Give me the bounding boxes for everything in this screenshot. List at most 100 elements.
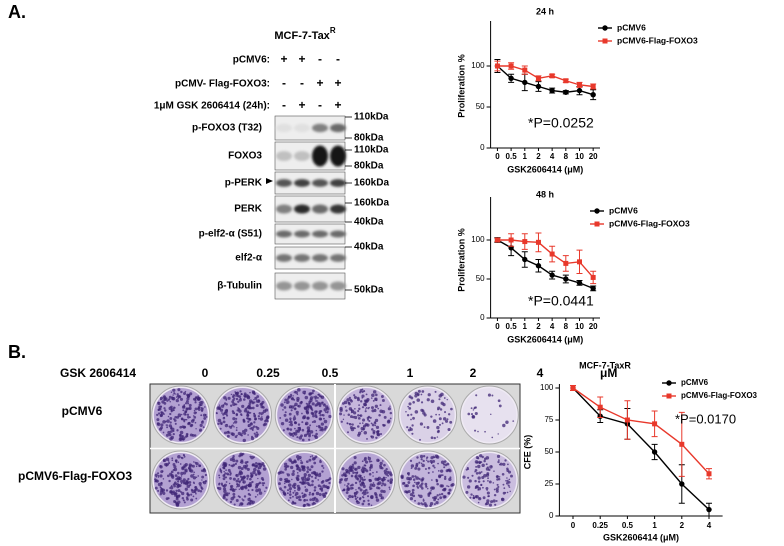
colony xyxy=(289,496,292,499)
colony xyxy=(368,406,370,409)
colony xyxy=(247,492,251,496)
colony xyxy=(223,485,226,488)
colony xyxy=(167,461,171,465)
colony xyxy=(467,476,470,479)
colony xyxy=(507,470,512,474)
colony xyxy=(292,395,294,397)
colony xyxy=(218,487,222,491)
colony xyxy=(430,489,432,492)
colony xyxy=(184,468,188,472)
colony xyxy=(203,417,207,420)
colony xyxy=(234,391,239,396)
colony xyxy=(408,476,413,481)
colony xyxy=(311,480,314,483)
colony xyxy=(342,402,345,405)
colony xyxy=(284,462,288,466)
colony xyxy=(361,495,364,498)
colony xyxy=(447,427,451,432)
dose-label: 2 xyxy=(470,366,477,380)
blot-label: p-FOXO3 (T32) xyxy=(192,123,262,134)
colony xyxy=(321,464,324,468)
colony xyxy=(287,499,290,502)
colony xyxy=(419,494,423,499)
colony xyxy=(349,398,352,402)
colony xyxy=(173,500,177,503)
colony xyxy=(291,478,293,481)
data-point xyxy=(570,385,576,391)
colony xyxy=(412,400,415,404)
colony xyxy=(440,460,445,465)
blot-band xyxy=(330,281,346,291)
colony xyxy=(410,464,415,468)
colony xyxy=(230,425,233,428)
colony xyxy=(348,396,352,399)
colony xyxy=(486,491,490,495)
colony xyxy=(290,460,293,463)
colony xyxy=(237,480,240,483)
colony xyxy=(194,486,198,489)
colony xyxy=(176,480,180,483)
colony xyxy=(193,416,197,419)
colony xyxy=(201,475,205,479)
colony xyxy=(381,467,384,470)
colony xyxy=(320,428,324,432)
colony xyxy=(488,480,492,484)
colony xyxy=(175,497,179,501)
treatment-mark: - xyxy=(318,98,322,112)
colony xyxy=(166,426,169,429)
blot-band xyxy=(294,230,310,238)
colony xyxy=(313,489,316,492)
marker-label: 40kDa xyxy=(354,217,384,228)
colony xyxy=(154,473,158,477)
colony xyxy=(297,423,301,426)
colony xyxy=(308,458,312,462)
colony xyxy=(354,474,358,478)
colony xyxy=(345,491,349,494)
colony xyxy=(367,502,371,506)
data-point xyxy=(563,260,569,266)
colony xyxy=(163,402,167,405)
colony xyxy=(325,492,327,495)
colony xyxy=(168,479,171,483)
data-point xyxy=(706,506,712,513)
colony xyxy=(262,484,265,487)
colony xyxy=(294,421,298,425)
colony xyxy=(411,432,414,435)
colony xyxy=(254,473,258,476)
colony xyxy=(474,479,477,483)
blot-band xyxy=(294,281,310,291)
colony xyxy=(235,429,238,432)
colony xyxy=(180,413,183,416)
colony xyxy=(306,477,311,481)
colony xyxy=(361,491,365,495)
colony xyxy=(363,402,367,407)
colony xyxy=(357,486,361,490)
colony xyxy=(234,462,238,465)
colony xyxy=(187,493,191,497)
marker-label: 80kDa xyxy=(354,161,384,172)
colony xyxy=(278,471,281,474)
colony xyxy=(278,482,281,486)
colony xyxy=(284,411,287,414)
colony xyxy=(174,407,176,409)
colony xyxy=(257,415,260,418)
colony xyxy=(491,436,494,439)
colony xyxy=(443,495,447,499)
colony xyxy=(312,389,315,393)
colony xyxy=(321,488,323,490)
colony xyxy=(430,462,433,465)
colony xyxy=(375,471,378,473)
colony xyxy=(495,489,499,493)
colony xyxy=(435,480,439,483)
colony xyxy=(201,420,204,423)
colony xyxy=(176,471,180,475)
colony xyxy=(280,489,282,491)
colony xyxy=(243,431,247,435)
colony xyxy=(427,492,430,496)
colony xyxy=(200,400,202,403)
blot-band xyxy=(312,204,328,214)
colony xyxy=(437,406,441,410)
blot-band xyxy=(276,230,292,238)
blot-label: p-PERK xyxy=(225,178,263,189)
colony xyxy=(422,459,425,463)
